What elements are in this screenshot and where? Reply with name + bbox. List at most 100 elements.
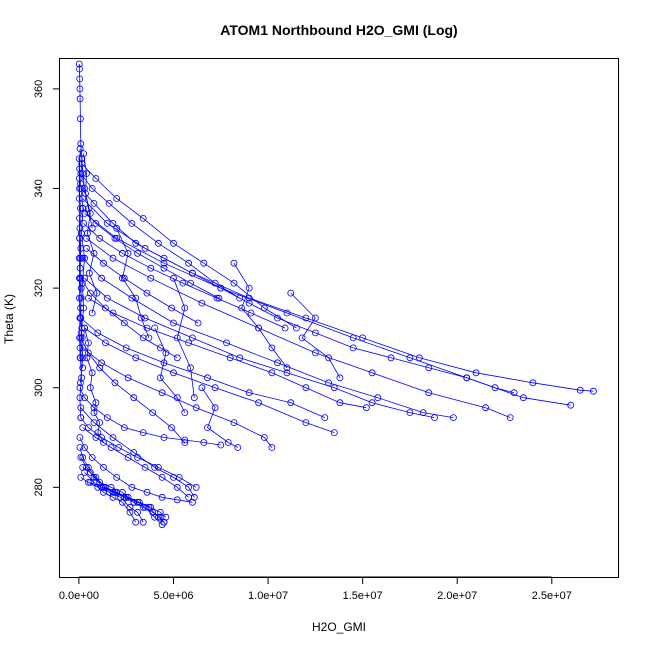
y-tick-label: 280 xyxy=(33,478,45,496)
data-point xyxy=(192,483,200,491)
series-line xyxy=(154,327,186,413)
data-point xyxy=(76,274,84,282)
data-point xyxy=(85,269,93,277)
data-point xyxy=(75,155,83,163)
data-point xyxy=(236,294,244,302)
data-point xyxy=(449,414,457,422)
data-point xyxy=(139,518,147,526)
data-point xyxy=(96,419,104,427)
data-point xyxy=(79,364,87,372)
x-tick-label: 1.5e+07 xyxy=(343,590,383,602)
data-point xyxy=(76,85,84,93)
data-point xyxy=(77,379,84,387)
x-tick-label: 2.5e+07 xyxy=(532,590,572,602)
data-point xyxy=(281,324,289,332)
data-point xyxy=(156,513,164,521)
data-point xyxy=(387,354,395,362)
series-line xyxy=(86,247,199,324)
series-line xyxy=(116,228,150,339)
data-point xyxy=(211,384,219,392)
data-point xyxy=(77,284,85,292)
data-point xyxy=(92,399,100,407)
data-point xyxy=(510,389,518,397)
data-point xyxy=(160,434,168,441)
data-point xyxy=(76,95,84,103)
series-40 xyxy=(113,224,153,342)
data-point xyxy=(85,478,92,486)
data-point xyxy=(362,404,370,412)
data-point xyxy=(92,434,100,441)
data-point xyxy=(156,374,164,382)
data-point xyxy=(78,374,85,382)
data-point xyxy=(113,473,121,481)
data-point xyxy=(170,274,177,282)
data-point xyxy=(96,234,104,242)
data-point xyxy=(170,369,177,377)
data-point xyxy=(156,508,164,516)
data-point xyxy=(141,503,149,511)
series-line xyxy=(78,158,81,358)
data-point xyxy=(77,454,85,461)
data-point xyxy=(224,439,232,446)
data-point xyxy=(187,364,194,372)
data-point xyxy=(154,239,162,247)
series-line xyxy=(290,292,341,378)
data-point xyxy=(145,334,153,342)
data-point xyxy=(76,394,84,402)
data-point xyxy=(94,329,102,337)
data-point xyxy=(463,374,471,382)
data-point xyxy=(302,419,310,427)
data-point xyxy=(151,324,159,332)
data-point xyxy=(230,279,238,287)
data-point xyxy=(85,349,92,357)
y-axis-label: Theta (K) xyxy=(2,294,16,344)
data-point xyxy=(173,496,181,504)
data-point xyxy=(194,319,202,327)
data-point xyxy=(76,384,84,392)
data-point xyxy=(223,339,230,347)
data-point xyxy=(77,180,84,187)
x-axis-label: H2O_GMI xyxy=(312,620,366,634)
data-point xyxy=(126,508,134,516)
x-tick-label: 1.0e+07 xyxy=(248,590,288,602)
data-point xyxy=(325,354,333,362)
data-point xyxy=(274,359,281,367)
data-point xyxy=(283,309,291,317)
data-point xyxy=(245,284,253,292)
data-point xyxy=(204,424,211,432)
data-point xyxy=(82,190,89,197)
data-point xyxy=(287,399,295,407)
data-point xyxy=(128,219,136,227)
data-point xyxy=(137,314,145,322)
data-point xyxy=(128,294,136,302)
series-6 xyxy=(81,274,438,422)
data-point xyxy=(75,254,83,262)
y-tick-label: 320 xyxy=(33,279,45,297)
data-point xyxy=(472,369,480,377)
data-point xyxy=(292,324,300,332)
data-point xyxy=(120,493,128,501)
series-line xyxy=(81,163,297,329)
data-point xyxy=(302,384,310,392)
data-point xyxy=(90,409,98,417)
data-point xyxy=(234,444,242,451)
data-point xyxy=(75,175,83,182)
data-point xyxy=(102,339,109,347)
data-point xyxy=(173,354,181,362)
data-point xyxy=(268,344,276,352)
data-point xyxy=(88,309,96,317)
x-tick-label: 2.0e+07 xyxy=(437,590,477,602)
data-point xyxy=(200,439,208,446)
data-point xyxy=(200,259,208,267)
data-point xyxy=(76,444,84,451)
data-point xyxy=(90,199,98,207)
data-point xyxy=(198,384,206,392)
data-point xyxy=(134,249,142,257)
data-point xyxy=(105,199,113,207)
data-point xyxy=(160,259,168,267)
data-point xyxy=(75,60,83,68)
data-point xyxy=(162,349,170,357)
data-point xyxy=(321,414,329,422)
data-point xyxy=(92,175,100,182)
data-point xyxy=(158,473,166,481)
